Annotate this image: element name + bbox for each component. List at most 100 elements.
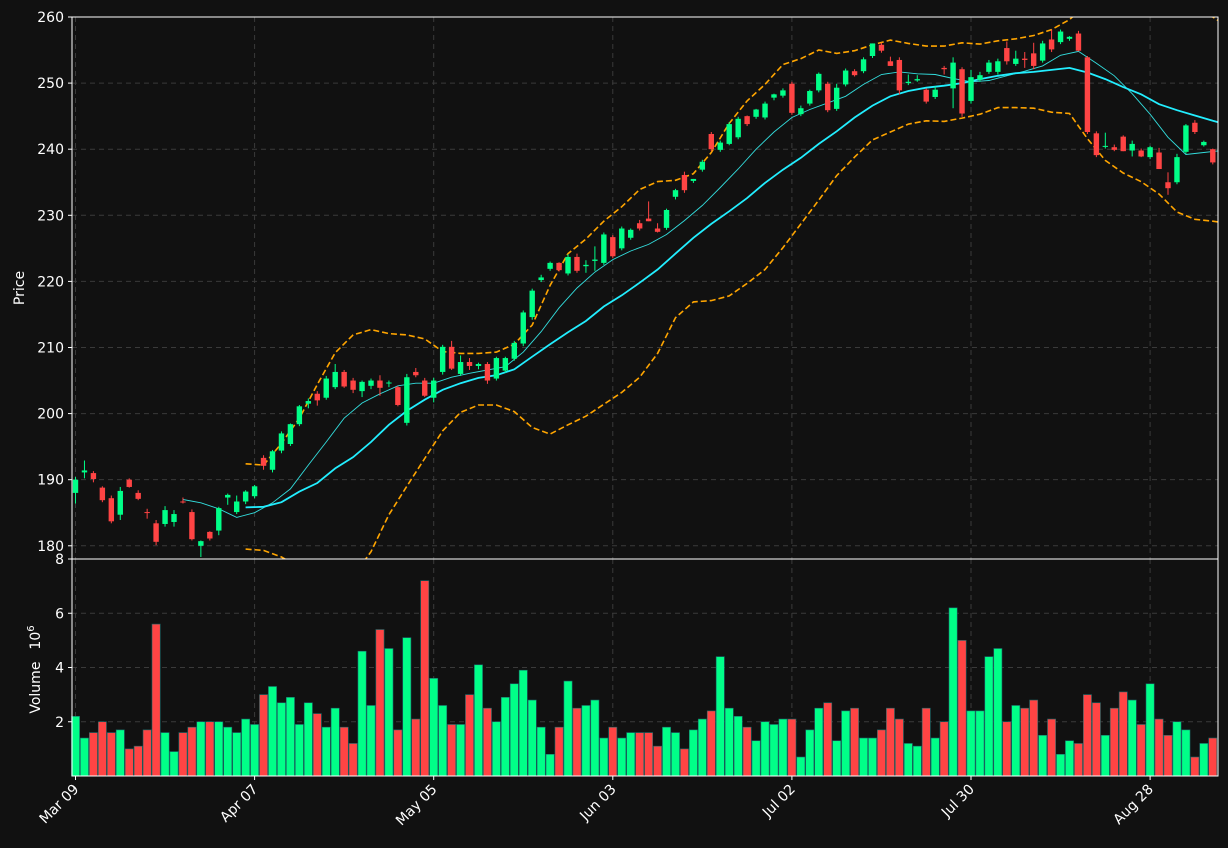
volume-bar [384, 648, 394, 777]
volume-bar [205, 721, 215, 777]
volume-bar [850, 707, 859, 777]
candle-body [1210, 149, 1216, 163]
volume-bar [697, 718, 707, 777]
volume-bar [957, 640, 967, 777]
price-tick-label: 210 [37, 340, 64, 356]
candle-body [323, 378, 329, 398]
candle-body [959, 69, 965, 114]
volume-bar [930, 737, 940, 777]
volume-bar [465, 694, 474, 777]
candle-body [977, 75, 983, 80]
candle-body [189, 512, 195, 540]
candle-body [654, 228, 661, 232]
candle-body [359, 381, 365, 392]
volume-tick-label: 4 [55, 661, 64, 677]
volume-bar [393, 729, 403, 777]
volume-bar [778, 718, 788, 777]
volume-bar [241, 718, 251, 777]
candle-body [592, 259, 598, 261]
lower-band-line [245, 106, 1218, 559]
candle-body [538, 277, 544, 281]
volume-bar [80, 737, 89, 777]
volume-bar [420, 580, 430, 777]
candle-body [583, 264, 589, 267]
candle-body [126, 479, 132, 487]
candle-body [1120, 136, 1126, 152]
candle-body [1111, 147, 1117, 150]
volume-bar [662, 726, 671, 777]
volume-bar [1145, 683, 1155, 777]
candle-body [296, 406, 303, 425]
candle-body [1156, 152, 1162, 170]
candle-body [1174, 157, 1180, 183]
volume-bar [1118, 691, 1128, 777]
candle-body [1165, 182, 1171, 189]
volume-bar [868, 737, 877, 777]
volume-bar [680, 748, 689, 777]
candle-body [833, 87, 840, 109]
candle-body [601, 234, 607, 263]
candle-body [99, 487, 106, 501]
candle-body [771, 94, 777, 98]
candle-body [663, 210, 670, 228]
candle-body [305, 401, 312, 404]
candle-body [162, 510, 168, 524]
volume-bar [151, 623, 161, 777]
candle-body [439, 346, 446, 372]
volume-bar [814, 707, 824, 777]
volume-bar [527, 699, 537, 777]
volume-bar [545, 753, 555, 777]
candle-body [995, 61, 1001, 72]
volume-bar [133, 745, 143, 777]
volume-bar [563, 680, 573, 777]
candle-body [475, 364, 482, 366]
volume-label-text: Volume [28, 662, 44, 714]
volume-bar [518, 669, 528, 777]
candle-body [144, 512, 150, 514]
volume-bar [832, 740, 842, 777]
volume-exponent-base: 10 [28, 632, 44, 650]
candle-body [887, 61, 894, 66]
candle-body [842, 70, 849, 85]
volume-bar [232, 732, 242, 777]
moving-averages [182, 50, 1218, 518]
candle-body [350, 380, 356, 390]
candle-body [1102, 145, 1109, 147]
candle-body [798, 108, 804, 115]
price-tick-label: 250 [37, 76, 64, 92]
candle-body [225, 494, 231, 498]
volume-bar [1029, 699, 1039, 777]
candle-body [807, 91, 813, 104]
candle-body [1048, 39, 1055, 50]
volume-bar [859, 737, 868, 777]
upper-band-line [245, 17, 1218, 466]
volume-bar [724, 707, 734, 777]
candle-body [645, 218, 652, 222]
candle-body [260, 457, 267, 466]
candle-body [780, 90, 786, 96]
volume-tick-label: 2 [55, 715, 64, 731]
volume-bar [1190, 756, 1200, 777]
volume-bar [706, 710, 716, 777]
volume-bar [357, 650, 367, 777]
volume-bar [1091, 702, 1101, 777]
price-tick-label: 240 [37, 142, 64, 158]
volume-bar [787, 718, 797, 777]
candle-body [1201, 141, 1207, 146]
candle-body [914, 79, 920, 81]
volume-bar [653, 745, 662, 777]
volume-bar [1154, 718, 1164, 777]
candle-body [287, 424, 294, 444]
volume-tick-label: 8 [55, 552, 64, 568]
candle-body [1004, 48, 1010, 62]
candle-body [377, 380, 383, 388]
volume-bar [984, 656, 994, 777]
candle-body [431, 380, 437, 398]
candle-body [493, 358, 500, 379]
volume-bar [886, 707, 895, 777]
candle-body [72, 479, 79, 493]
volume-bar [160, 732, 170, 777]
candle-body [404, 377, 410, 423]
candle-body [1030, 53, 1037, 66]
